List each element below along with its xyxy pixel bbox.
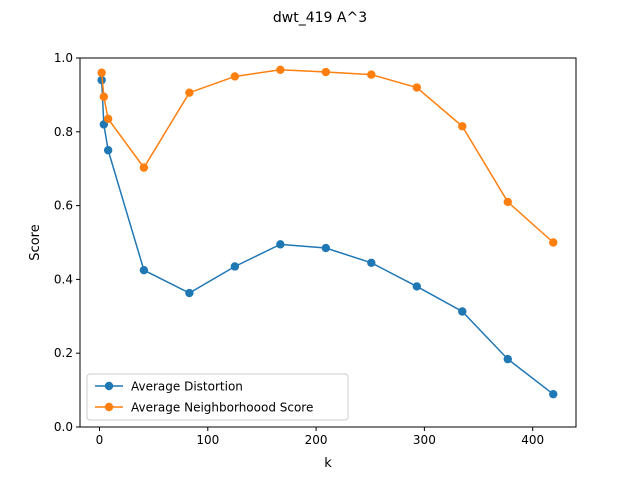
data-point [276, 240, 285, 249]
series-average-neighborhoood-score [97, 65, 558, 247]
legend-entry-average-neighborhoood-score: Average Neighborhoood Score [95, 401, 313, 415]
data-point [458, 307, 467, 316]
data-point [139, 163, 149, 172]
data-point [321, 243, 331, 253]
x-tick-label: 100 [196, 433, 219, 447]
data-point [185, 88, 194, 97]
legend: Average Distortion Average Neighborhoood … [86, 373, 349, 421]
data-point [549, 238, 558, 247]
x-tick-label: 300 [413, 433, 436, 447]
x-axis-label: k [324, 456, 332, 471]
y-tick-label: 1.0 [54, 51, 73, 65]
y-axis-label: Score [28, 224, 43, 260]
x-tick-label: 0 [96, 433, 104, 447]
data-point [185, 288, 194, 298]
data-point [549, 389, 558, 399]
data-point [230, 262, 240, 271]
data-point [412, 282, 422, 291]
data-point [412, 83, 422, 92]
legend-marker [104, 381, 114, 391]
legend-marker [104, 402, 114, 412]
data-point [103, 114, 113, 124]
y-tick-label: 0.4 [54, 272, 73, 286]
x-tick-label: 200 [305, 433, 328, 447]
y-tick-label: 0.6 [54, 199, 73, 213]
data-point [458, 122, 467, 131]
data-point [276, 65, 285, 75]
data-point [97, 68, 106, 77]
series-layer [97, 65, 558, 399]
legend-label: Average Neighborhoood Score [131, 401, 313, 415]
y-tick-label: 0.0 [54, 420, 73, 434]
y-tick-label: 0.8 [54, 125, 73, 139]
x-tick-label: 400 [521, 433, 544, 447]
data-point [367, 258, 376, 267]
data-point [503, 354, 512, 364]
y-axis: 0.0 0.2 0.4 0.6 0.8 1.0 [54, 51, 80, 434]
legend-entry-average-distortion: Average Distortion [95, 380, 243, 394]
data-point [230, 72, 240, 81]
x-axis: 0 100 200 300 400 [96, 427, 544, 447]
data-point [503, 197, 512, 207]
legend-label: Average Distortion [131, 380, 243, 394]
y-tick-label: 0.2 [54, 346, 73, 360]
data-point [103, 146, 113, 155]
plot-frame [79, 57, 577, 428]
data-point [139, 265, 149, 275]
chart-title: dwt_419 A^3 [273, 10, 367, 26]
legend-box [86, 373, 349, 421]
data-point [99, 92, 109, 101]
data-point [321, 67, 331, 77]
data-point [367, 70, 376, 79]
series-average-distortion [97, 75, 558, 399]
